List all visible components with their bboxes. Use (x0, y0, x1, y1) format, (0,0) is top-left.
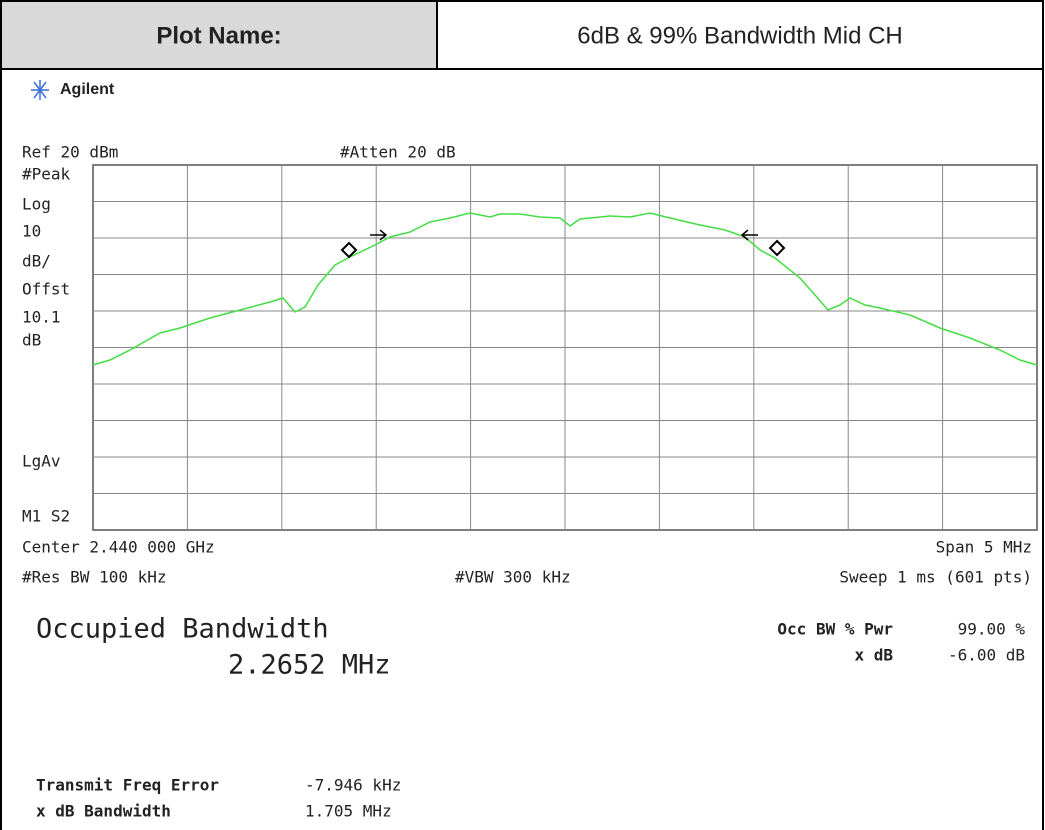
header-value: 6dB & 99% Bandwidth Mid CH (577, 22, 903, 49)
result-label: x dB (854, 646, 893, 665)
side-label: dB/ (22, 252, 51, 271)
result-value: -6.00 dB (948, 646, 1025, 665)
occupied-title: Occupied Bandwidth (36, 614, 329, 645)
sweep: Sweep 1 ms (601 pts) (839, 568, 1032, 587)
ref-level: Ref 20 dBm (22, 143, 118, 162)
side-label: dB (22, 331, 41, 350)
header-label: Plot Name: (156, 22, 281, 49)
attenuation: #Atten 20 dB (340, 143, 456, 162)
result-label: x dB Bandwidth (36, 802, 171, 821)
brand: Agilent (60, 81, 115, 98)
side-label: LgAv (22, 452, 61, 471)
header-label-cell (0, 0, 438, 70)
occupied-value: 2.2652 MHz (228, 650, 391, 681)
result-value: 99.00 % (958, 620, 1026, 639)
brand-logo (31, 80, 49, 100)
trace (92, 212, 1038, 366)
vbw: #VBW 300 kHz (455, 568, 571, 587)
result-value: 1.705 MHz (305, 802, 392, 821)
arrow-right (370, 229, 388, 241)
marker (340, 241, 358, 259)
side-label: #Peak (22, 165, 71, 184)
side-label: Log (22, 195, 51, 214)
side-label: 10 (22, 222, 41, 241)
span: Span 5 MHz (936, 538, 1032, 557)
side-label: Offst (22, 280, 70, 299)
side-label: M1 S2 (22, 507, 70, 526)
arrow-left (740, 229, 758, 241)
rbw: #Res BW 100 kHz (22, 568, 167, 587)
marker (768, 239, 786, 257)
result-value: -7.946 kHz (305, 776, 401, 795)
side-label: 10.1 (22, 308, 61, 327)
result-label: Occ BW % Pwr (777, 620, 893, 639)
result-label: Transmit Freq Error (36, 776, 219, 795)
center-freq: Center 2.440 000 GHz (22, 538, 215, 557)
